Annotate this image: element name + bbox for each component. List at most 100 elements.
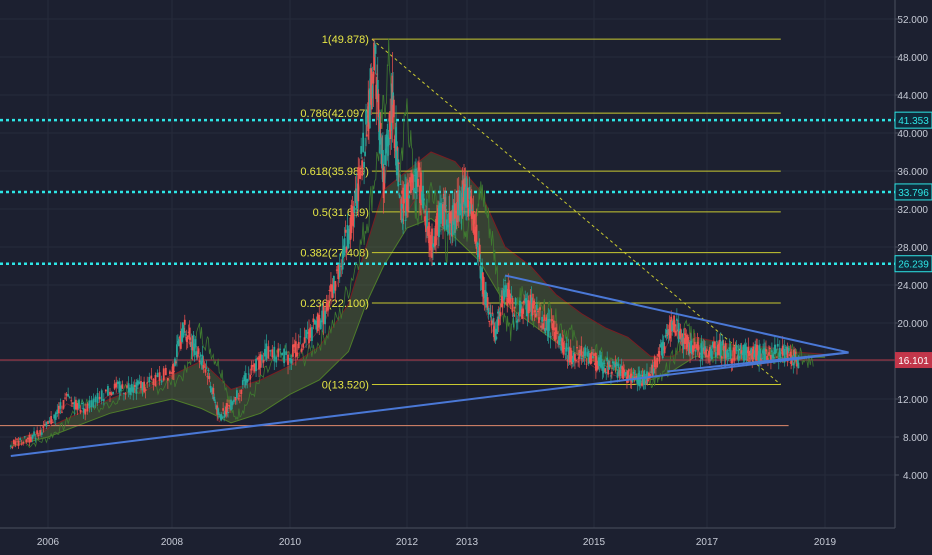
- candle-body: [48, 420, 51, 423]
- candle-body: [708, 351, 710, 356]
- candle-body: [191, 335, 194, 351]
- candle-body: [479, 265, 482, 279]
- candle-body: [407, 182, 409, 212]
- candle-body: [717, 343, 720, 355]
- candle-body: [227, 411, 229, 413]
- candle-body: [318, 314, 321, 328]
- candle-body: [374, 44, 377, 54]
- candle-body: [710, 348, 712, 357]
- candle-body: [292, 344, 294, 357]
- candle-body: [190, 341, 193, 351]
- candle-body: [634, 374, 637, 376]
- candle-body: [252, 364, 255, 367]
- y-tick-label: 44.000: [897, 91, 928, 102]
- candle-body: [123, 392, 125, 394]
- price-tags: 41.353 33.796 26.239 16.101: [894, 111, 932, 369]
- candle-body: [244, 373, 247, 386]
- candle-body: [741, 353, 744, 355]
- candle-body: [697, 345, 700, 351]
- candle-body: [137, 380, 139, 386]
- candle-body: [463, 178, 466, 198]
- candle-body: [757, 355, 760, 360]
- candle-body: [466, 187, 469, 208]
- candle-body: [473, 214, 476, 224]
- candle-body: [692, 346, 695, 352]
- candle-body: [719, 341, 722, 358]
- candle-body: [745, 346, 748, 361]
- candle-body: [424, 216, 426, 222]
- y-tick-label: 20.000: [897, 319, 928, 330]
- candle-body: [315, 320, 318, 330]
- candle-body: [530, 297, 533, 317]
- candle-body: [308, 329, 310, 344]
- candle-body: [491, 312, 494, 314]
- candle-body: [608, 360, 610, 370]
- candle-body: [430, 242, 432, 249]
- candle-body: [488, 320, 491, 322]
- candle-body: [271, 349, 274, 358]
- candle-body: [649, 374, 651, 378]
- candle-body: [376, 79, 379, 103]
- candle-body: [215, 406, 218, 410]
- candle-body: [773, 344, 776, 355]
- candle-body: [549, 336, 552, 338]
- candle-body: [590, 352, 593, 355]
- candle-body: [371, 85, 374, 99]
- candle-body: [639, 381, 642, 383]
- candle-body: [542, 323, 545, 329]
- candle-body: [514, 298, 517, 305]
- candle-body: [613, 364, 616, 367]
- candle-body: [517, 314, 520, 316]
- candle-body: [609, 364, 611, 367]
- candle-body: [606, 357, 609, 362]
- candle-body: [178, 336, 181, 339]
- candle-body: [81, 402, 83, 404]
- candle-body: [637, 374, 640, 379]
- candle-body: [40, 432, 43, 435]
- candle-body: [98, 396, 101, 400]
- candle-body: [449, 233, 452, 235]
- candle-body: [432, 244, 434, 248]
- candle-body: [487, 307, 490, 315]
- candle-body: [327, 300, 329, 311]
- price-axis-panel[interactable]: [895, 0, 932, 550]
- candle-body: [375, 84, 378, 100]
- candle-body: [202, 365, 205, 369]
- candle-body: [84, 408, 87, 415]
- candle-body: [711, 350, 713, 360]
- candle-body: [682, 336, 685, 350]
- candle-body: [406, 184, 408, 211]
- candle-body: [689, 342, 691, 354]
- candle-body: [140, 381, 142, 388]
- candle-body: [343, 238, 346, 256]
- candle-body: [269, 350, 272, 352]
- candle-body: [313, 319, 316, 325]
- candle-body: [379, 116, 381, 145]
- candle-body: [635, 376, 638, 379]
- candle-body: [691, 345, 694, 353]
- candle-body: [64, 397, 66, 399]
- candle-body: [400, 203, 403, 209]
- candle-body: [240, 389, 243, 394]
- candle-body: [182, 327, 185, 336]
- candle-body: [603, 362, 606, 365]
- candle-body: [75, 399, 77, 410]
- candle-body: [610, 375, 612, 377]
- candle-body: [94, 396, 97, 403]
- candle-body: [538, 317, 540, 324]
- candle-body: [188, 327, 191, 340]
- candle-body: [569, 347, 572, 361]
- candle-body: [328, 289, 331, 291]
- candle-body: [321, 310, 324, 323]
- candle-body: [673, 315, 675, 332]
- candle-body: [653, 356, 656, 368]
- time-axis-panel[interactable]: [0, 528, 932, 550]
- candle-body: [192, 334, 195, 347]
- candle-body: [508, 289, 511, 303]
- candle-body: [53, 414, 56, 419]
- candle-body: [730, 358, 733, 364]
- candle-body: [422, 185, 424, 209]
- candle-body: [160, 380, 163, 383]
- x-tick-label: 2019: [814, 537, 837, 548]
- candle-body: [372, 71, 375, 84]
